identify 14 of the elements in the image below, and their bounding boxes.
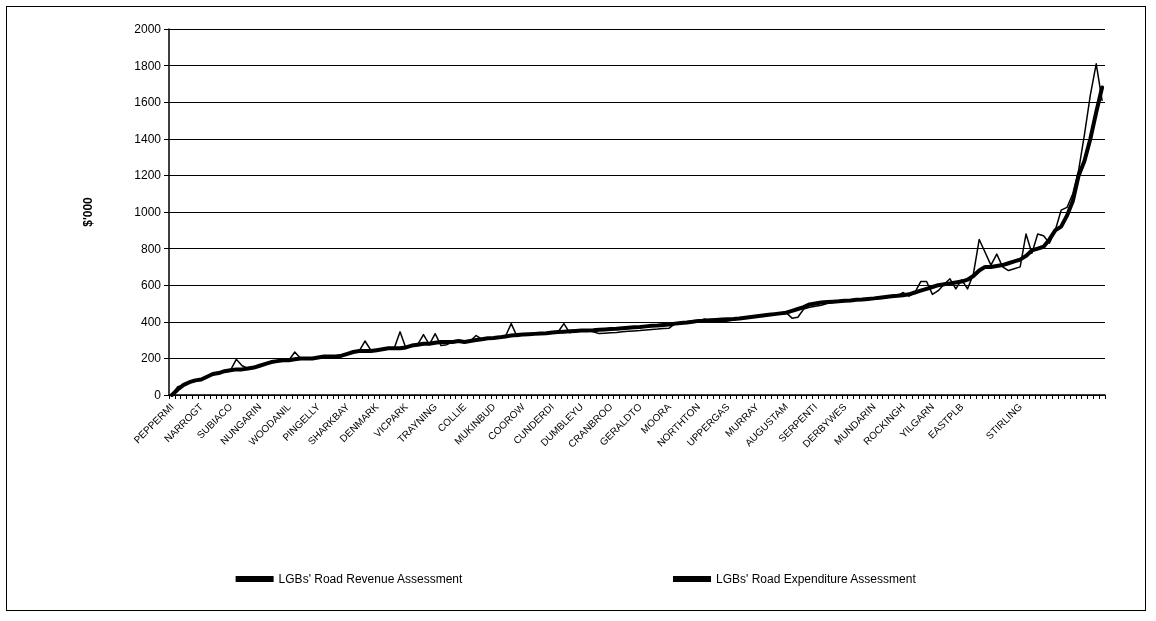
y-tick-label: 600	[140, 278, 162, 293]
y-axis-title: $'000	[81, 196, 95, 227]
y-tick-label: 1000	[134, 205, 162, 219]
y-tick-label: 800	[140, 241, 162, 256]
y-tick-label: 2000	[134, 22, 162, 36]
y-tick-label: 1200	[134, 168, 162, 183]
y-tick-label: 400	[140, 314, 162, 329]
legend-label: LGBs' Road Expenditure Assessment	[716, 572, 917, 586]
y-tick-label: 200	[140, 351, 162, 366]
y-tick-label: 1400	[134, 131, 162, 146]
y-tick-label: 0	[154, 388, 162, 402]
legend-label: LGBs' Road Revenue Assessment	[278, 572, 463, 586]
y-tick-label: 1800	[134, 58, 162, 73]
y-tick-label: 1600	[134, 95, 162, 110]
